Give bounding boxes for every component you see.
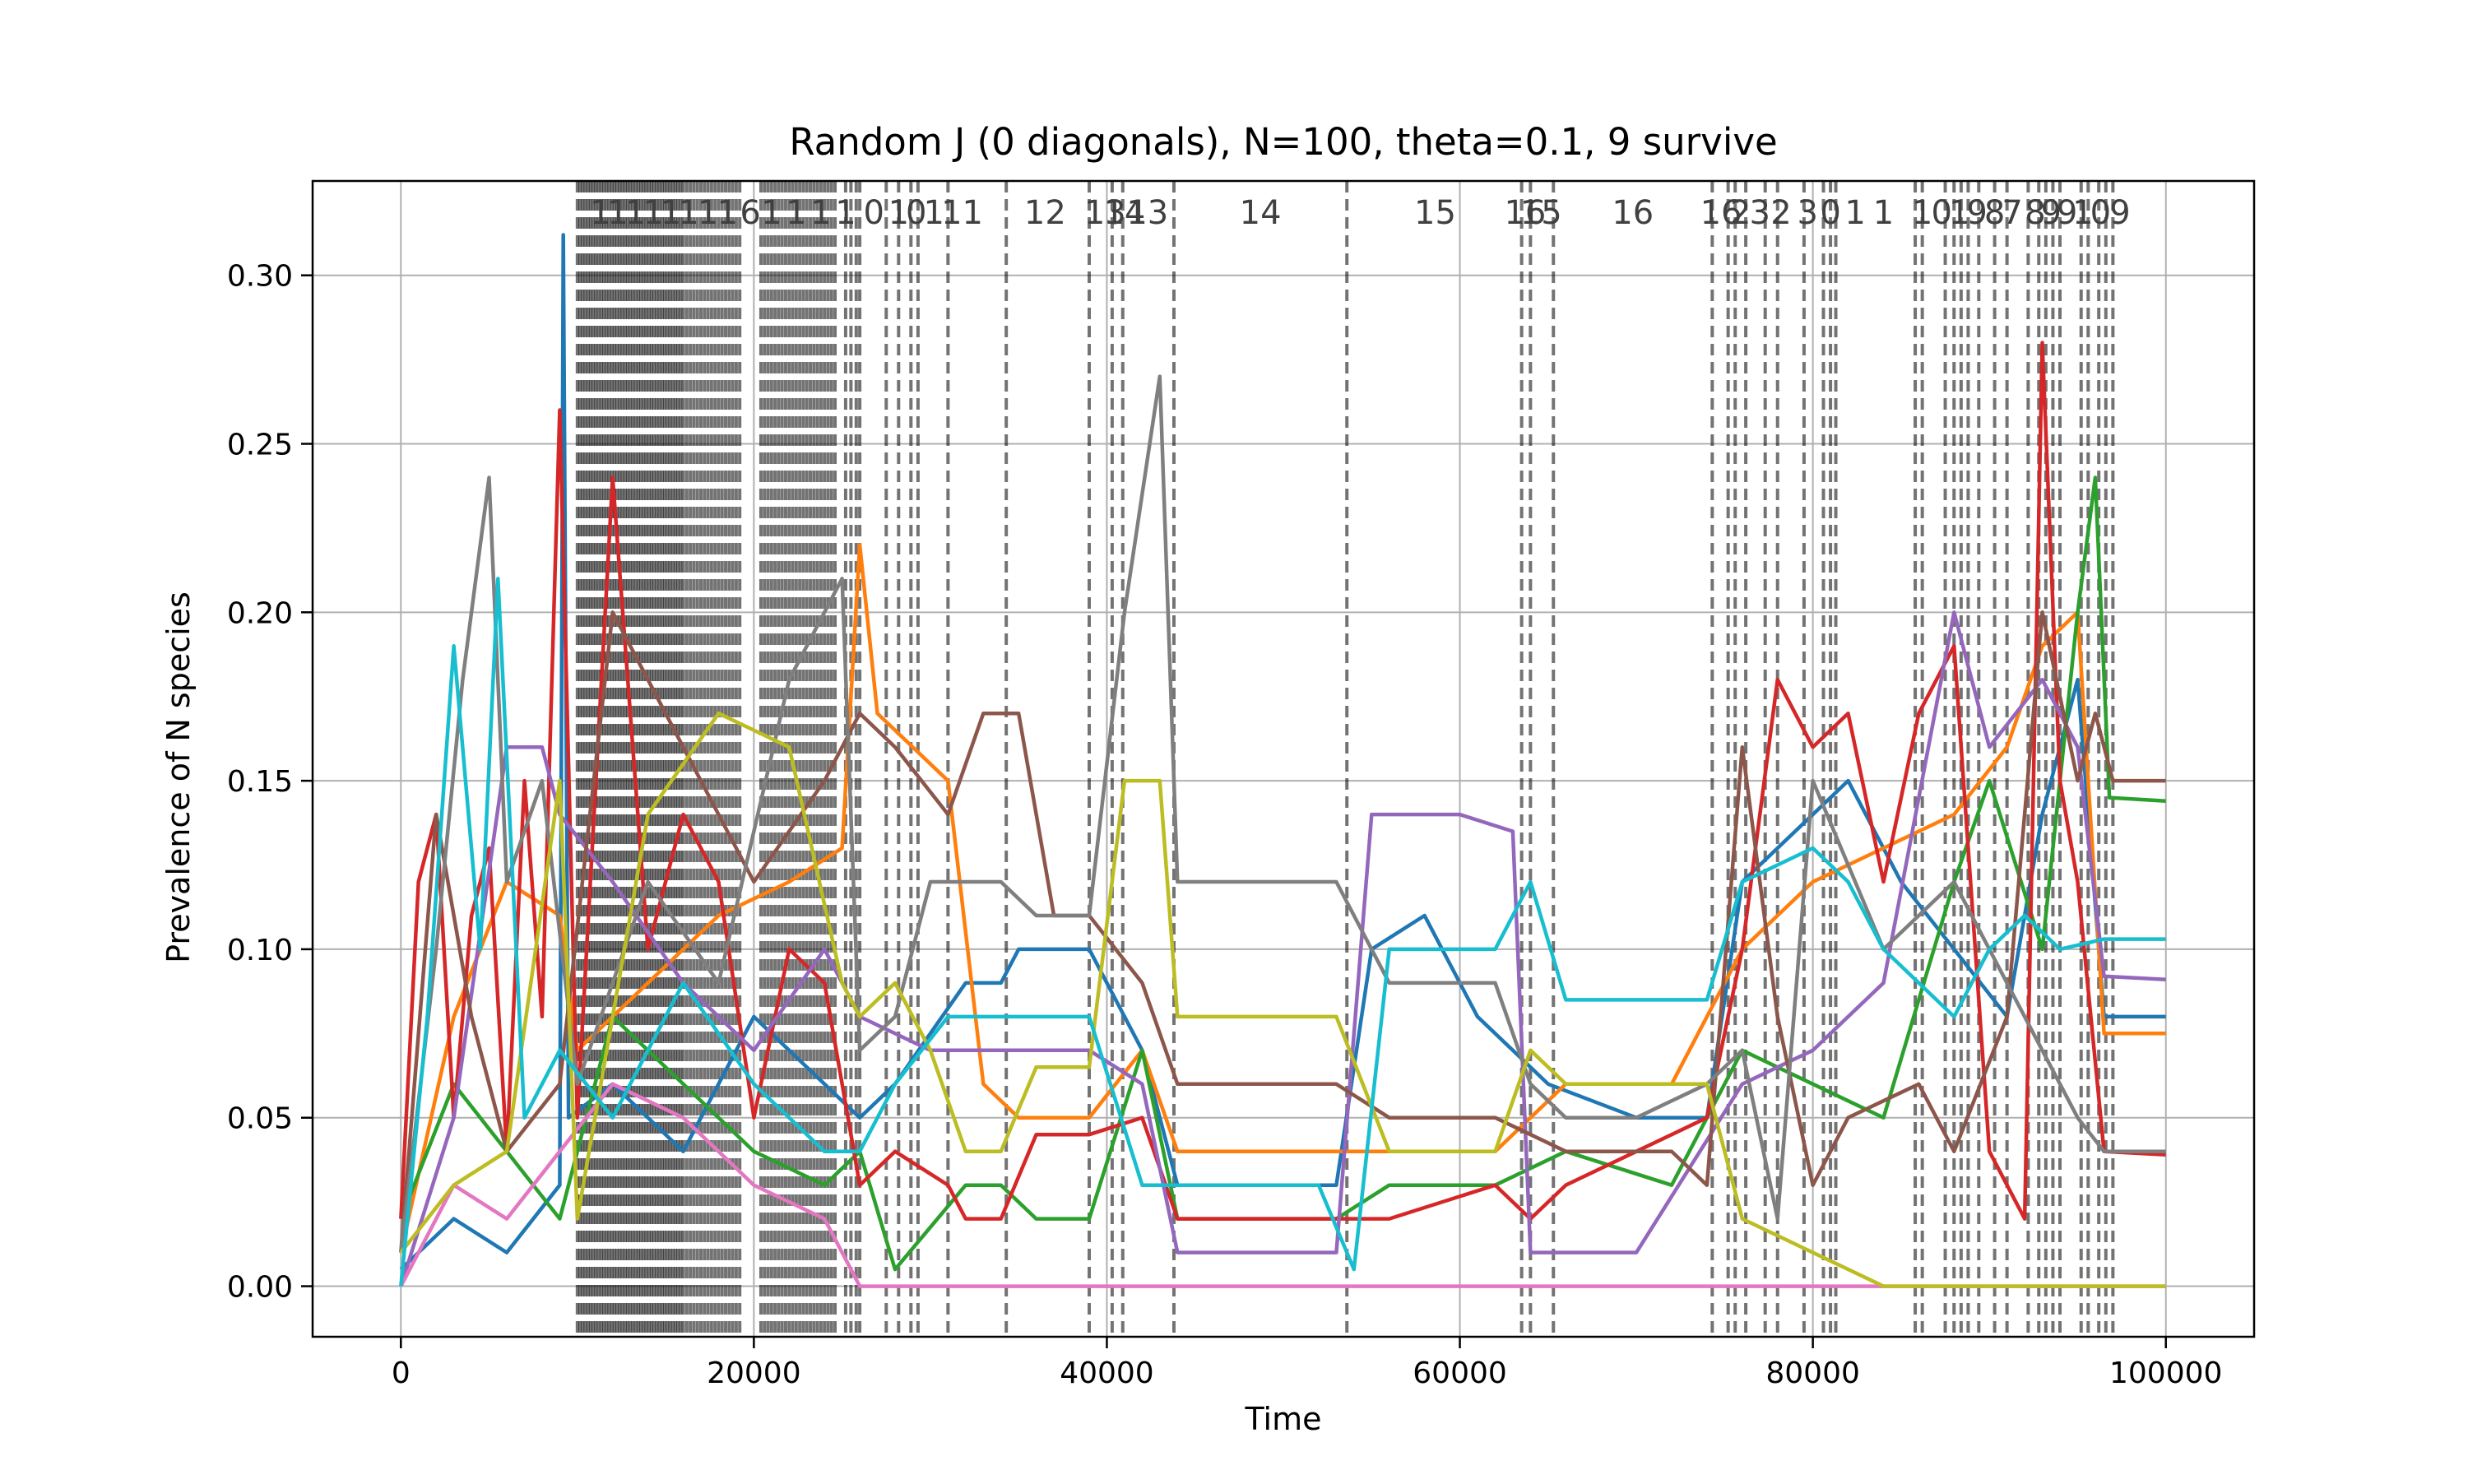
x-tick-label: 20000 (707, 1356, 801, 1390)
region-label: 1 (1949, 194, 1969, 232)
series-line (399, 610, 2166, 1253)
region-label: 1 (717, 194, 737, 232)
region-label: 16 (1700, 194, 1742, 232)
plot-frame (311, 179, 2256, 1338)
region-label: 8 (2025, 194, 2045, 232)
region-label: 1 (1844, 194, 1865, 232)
region-label: 1 (923, 194, 944, 232)
y-tick-label: 0.25 (227, 429, 293, 462)
y-tick-label: 0.00 (227, 1271, 293, 1305)
region-label: 15 (1414, 194, 1456, 232)
region-label: 1 (698, 194, 718, 232)
region-label: 0 (1820, 194, 1840, 232)
chart-title: Random J (0 diagonals), N=100, theta=0.1… (789, 120, 1777, 164)
region-label: 1 (607, 194, 628, 232)
region-label: 1 (1873, 194, 1894, 232)
region-label: 14 (1103, 194, 1145, 232)
region-label: 2 (1770, 194, 1791, 232)
region-label: 0 (906, 194, 926, 232)
y-tick-label: 0.30 (227, 260, 293, 294)
region-label: 1 (786, 194, 806, 232)
region-label: 9 (2041, 194, 2062, 232)
y-axis-label: Prevalence of N species (160, 591, 197, 963)
region-label: 1 (643, 194, 663, 232)
region-label: 13 (1126, 194, 1168, 232)
region-label: 0 (2090, 194, 2111, 232)
region-label: 3 (1750, 194, 1770, 232)
axis-ticks: 0 20000 40000 60000 80000 100000 0.00 0.05 0.10 0… (227, 260, 2223, 1390)
region-label: 3 (1797, 194, 1817, 232)
x-axis-label: Time (1245, 1401, 1322, 1437)
region-label: 9 (1966, 194, 1987, 232)
region-label: 16 (1612, 194, 1654, 232)
x-tick-label: 100000 (2109, 1356, 2222, 1390)
series-lines (399, 233, 2166, 1288)
region-label: 6 (740, 194, 760, 232)
region-label: 7 (2002, 194, 2022, 232)
y-tick-label: 0.05 (227, 1102, 293, 1136)
region-label: 1 (625, 194, 646, 232)
region-label: 12 (1024, 194, 1066, 232)
x-tick-label: 0 (392, 1356, 411, 1390)
x-tick-label: 40000 (1060, 1356, 1154, 1390)
series-line (399, 610, 2166, 1287)
region-label: 9 (2109, 194, 2130, 232)
region-label: 1 (761, 194, 782, 232)
y-tick-label: 0.15 (227, 765, 293, 799)
region-label: 8 (1984, 194, 2005, 232)
region-label: 2 (1730, 194, 1751, 232)
region-label: 1 (810, 194, 831, 232)
region-label: 11 (941, 194, 983, 232)
x-tick-label: 60000 (1413, 1356, 1507, 1390)
region-label: 0 (864, 194, 884, 232)
region-label: 1 (678, 194, 698, 232)
region-label: 0 (1932, 194, 1952, 232)
region-label: 1 (590, 194, 610, 232)
region-label: 1 (835, 194, 856, 232)
series-line (399, 341, 2166, 1221)
region-label: 1 (2072, 194, 2093, 232)
region-label: 15 (1520, 194, 1562, 232)
region-label: 1 (1912, 194, 1932, 232)
region-label: 1 (888, 194, 909, 232)
y-tick-label: 0.10 (227, 934, 293, 967)
region-label: 16 (1504, 194, 1546, 232)
region-label: 1 (661, 194, 681, 232)
series-line (399, 1082, 2166, 1288)
region-label: 9 (2057, 194, 2077, 232)
region-label: 14 (1240, 194, 1282, 232)
series-line (399, 543, 2166, 1254)
y-tick-label: 0.20 (227, 596, 293, 630)
region-label: 13 (1084, 194, 1126, 232)
x-tick-label: 80000 (1765, 1356, 1860, 1390)
series-line (399, 577, 2166, 1287)
series-line (399, 711, 2166, 1288)
